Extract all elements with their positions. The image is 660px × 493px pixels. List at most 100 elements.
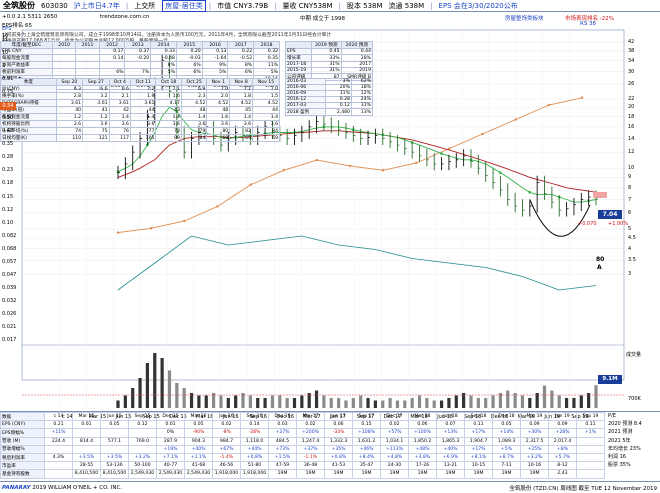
volume-min-label: 700K bbox=[628, 396, 641, 402]
table-cell: 2,317.5 bbox=[520, 436, 549, 446]
table-cell: -28% bbox=[240, 428, 269, 438]
volume-bar bbox=[403, 400, 407, 408]
table-cell: 78 bbox=[155, 127, 182, 135]
volume-bar bbox=[182, 388, 186, 408]
table-cell: 1,118.0 bbox=[240, 436, 269, 446]
table-header: 2013 bbox=[124, 41, 152, 49]
table-cell: 50-100 bbox=[128, 461, 157, 471]
volume-bar bbox=[594, 385, 598, 408]
chart-caption: 全筑股份 (TZD.CN) 周线图 截至 TUE 12 November 201… bbox=[509, 485, 657, 492]
table-cell bbox=[576, 452, 605, 463]
volume-bar bbox=[506, 390, 510, 408]
table-cell: 0.06 bbox=[408, 420, 437, 430]
row-label: 营收增幅% bbox=[0, 444, 45, 454]
table-cell: 5% bbox=[253, 68, 280, 76]
right-axis-tick: 6 bbox=[628, 210, 632, 217]
table-cell: +37% bbox=[296, 444, 325, 454]
table-cell: 24-30 bbox=[380, 461, 409, 471]
table-cell: 2.0 bbox=[206, 92, 231, 100]
pe-summary-item: 2020 预测 8.4 bbox=[608, 421, 642, 428]
rs-line-label: 80 bbox=[596, 256, 605, 263]
pe-summary-item: 股票 35% bbox=[608, 462, 631, 469]
volume-bar bbox=[263, 398, 267, 408]
table-header bbox=[285, 41, 312, 49]
table-row: DATAGRAPH评级 3.61 3.61 3.61 3.61 4.17 4.52 4.52 4… bbox=[0, 99, 280, 107]
table-cell bbox=[576, 461, 605, 471]
industry-link[interactable]: 房屋-居住类 bbox=[162, 0, 206, 12]
copyright: 2019 WILLIAM O'NEIL + CO. INC. bbox=[32, 484, 123, 491]
table-cell: 3.6 bbox=[129, 120, 157, 128]
volume-bar bbox=[476, 398, 480, 408]
table-cell: 1,850.2 bbox=[408, 436, 437, 446]
table-cell: 36-48 bbox=[296, 461, 325, 471]
volume-bar bbox=[351, 398, 355, 408]
table-cell bbox=[128, 444, 157, 454]
table-cell: 1.2 bbox=[55, 113, 84, 121]
volume-bar bbox=[116, 400, 120, 408]
left-axis-tick: 0.026 bbox=[2, 310, 17, 317]
table-cell: 8-12 bbox=[548, 461, 577, 471]
table-cell: 3.6 bbox=[82, 120, 110, 128]
table-cell: 7-11 bbox=[492, 461, 521, 471]
table-cell: 769.0 bbox=[128, 436, 157, 446]
table-cell: -1.1% bbox=[296, 452, 325, 463]
group-info: 中期 成立于 1998 bbox=[300, 16, 345, 22]
right-axis-tick: 7 bbox=[628, 196, 632, 203]
row-label: 营收 (M) bbox=[0, 436, 45, 446]
table-cell: 42 bbox=[108, 106, 131, 114]
row-label: 税前利润率 bbox=[0, 68, 53, 76]
volume-bar bbox=[579, 395, 583, 408]
table-cell: +7.1% bbox=[156, 452, 185, 463]
table-cell: +8.7% bbox=[492, 452, 521, 463]
table-cell: 40 bbox=[55, 106, 84, 114]
table-cell: 6.9 bbox=[180, 85, 208, 93]
table-cell: Jun 18 bbox=[436, 411, 465, 422]
table-cell: 45 bbox=[229, 106, 254, 114]
table-header: Sep 27 bbox=[82, 78, 110, 86]
pe-summary: P/E 2020 预测 8.4 2021 预测 2021 5年 年均增长 23% 利润 1… bbox=[608, 412, 660, 469]
table-cell: 8,410,500 bbox=[100, 469, 129, 479]
ma10-marker bbox=[440, 152, 443, 155]
table-cell: 8,410,500 bbox=[72, 469, 101, 479]
table-cell: Mar 15 bbox=[72, 411, 101, 422]
table-cell: 904.3 bbox=[184, 436, 213, 446]
left-axis-tick: 0.15 bbox=[2, 193, 14, 200]
table-cell: +48% bbox=[408, 444, 437, 454]
table-cell: 41 bbox=[82, 106, 110, 114]
table-cell: +3.8% bbox=[408, 452, 437, 463]
table-cell: 69 bbox=[206, 134, 231, 142]
table-row: 2016-03 3% 62% bbox=[284, 78, 374, 85]
rs-value: RS 38 bbox=[580, 21, 597, 27]
table-cell: 105 bbox=[129, 134, 157, 142]
pe-summary-item: 年均增长 23% bbox=[608, 445, 641, 452]
table-cell bbox=[100, 444, 129, 454]
pe-summary-item: 2021 5年 bbox=[608, 437, 631, 444]
table-cell: +3.5% bbox=[100, 452, 129, 463]
table-cell: 6% bbox=[175, 68, 203, 76]
left-axis-tick: 1 bbox=[2, 63, 6, 70]
pe-summary-item: 2021 预测 bbox=[608, 429, 633, 436]
table-cell bbox=[98, 61, 126, 69]
table-header: 2017 bbox=[227, 41, 255, 49]
left-axis-tick: 0.068 bbox=[2, 245, 17, 252]
table-cell: 3.61 bbox=[108, 99, 131, 107]
table-row: 增长率 33% 28% bbox=[285, 54, 374, 62]
volume-bar bbox=[307, 393, 311, 408]
table-cell: 4.52 bbox=[206, 99, 231, 107]
right-axis-tick: 18 bbox=[628, 113, 635, 120]
table-cell bbox=[100, 428, 129, 438]
forecast-table: 2019 预测 2020 预测 EPS 0.45 0.44 增长率 33% 28% 2017-1… bbox=[285, 41, 374, 81]
table-cell: 77 bbox=[129, 127, 157, 135]
table-cell: 1,918,000 bbox=[240, 469, 269, 479]
left-axis-tick: 0.35 bbox=[2, 141, 14, 148]
right-axis-tick: 4 bbox=[628, 245, 632, 252]
table-cell: 2,549,430 bbox=[128, 469, 157, 479]
table-cell: 10-15 bbox=[464, 461, 493, 471]
table-cell: 2.1 bbox=[108, 92, 131, 100]
table-cell: +25% bbox=[520, 444, 549, 454]
table-cell: 0.02 bbox=[380, 420, 409, 430]
table-cell: -0.48 bbox=[150, 54, 177, 62]
volume-bar bbox=[241, 393, 245, 408]
volume-bar bbox=[359, 395, 363, 408]
table-cell bbox=[75, 68, 100, 76]
